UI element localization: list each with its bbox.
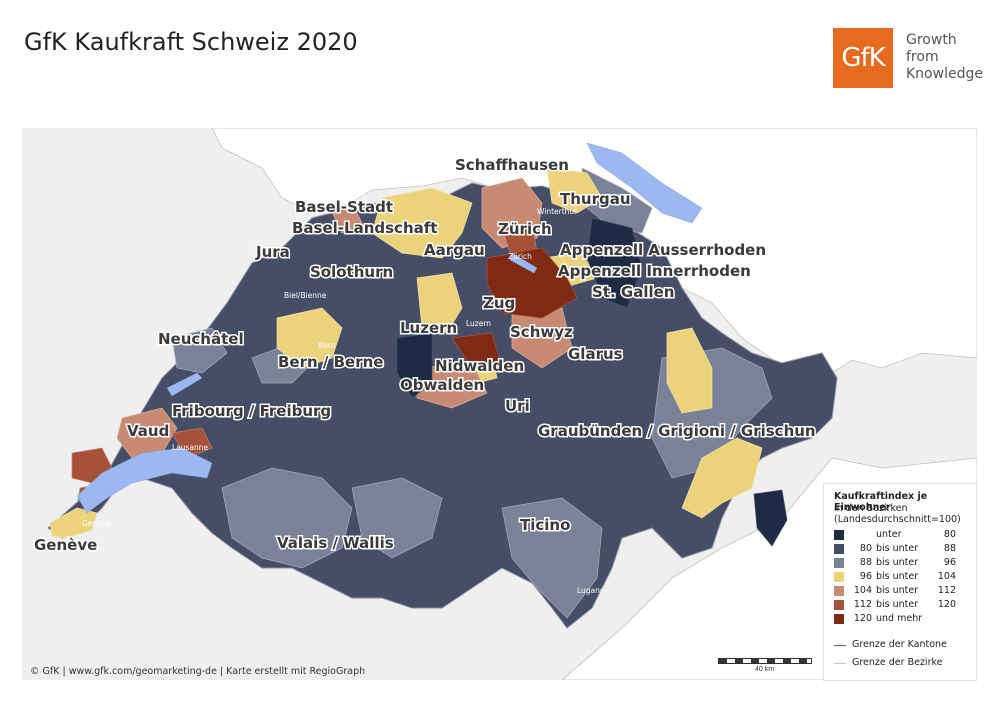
city-label: Basel bbox=[345, 189, 365, 198]
legend-swatch bbox=[834, 544, 844, 554]
legend-to: 104 bbox=[934, 571, 956, 582]
city-label: Luzern bbox=[466, 319, 491, 328]
canton-label: Ticino bbox=[520, 516, 570, 534]
canton-label: St. Gallen bbox=[592, 283, 674, 301]
canton-label: Aargau bbox=[424, 241, 485, 259]
city-label: Lugano bbox=[577, 586, 605, 595]
legend-from: 80 bbox=[850, 543, 872, 554]
legend-subtitle: in den Bezirken (Landesdurchschnitt=100) bbox=[834, 503, 961, 525]
city-label: Bern bbox=[318, 341, 336, 350]
canton-label: Zürich bbox=[498, 220, 552, 238]
city-label: Zürich bbox=[508, 252, 532, 261]
canton-label: Nidwalden bbox=[435, 357, 524, 375]
legend-connector: und mehr bbox=[876, 613, 922, 624]
canton-label: Zug bbox=[483, 294, 515, 312]
legend-subtitle-line: in den Bezirken bbox=[834, 503, 961, 514]
legend-swatch bbox=[834, 572, 844, 582]
canton-label: Vaud bbox=[127, 422, 169, 440]
legend-swatch bbox=[834, 558, 844, 568]
legend-subtitle-line: (Landesdurchschnitt=100) bbox=[834, 514, 961, 525]
city-label: Lausanne bbox=[172, 443, 209, 452]
legend: Kaufkraftindex je Einwohner in den Bezir… bbox=[823, 483, 977, 681]
canton-label: Bern / Berne bbox=[278, 353, 383, 371]
canton-label: Glarus bbox=[568, 345, 623, 363]
city-label: Winterthur bbox=[537, 207, 578, 216]
canton-label: Graubünden / Grigioni / Grischun bbox=[538, 422, 816, 440]
legend-class: 88 bis unter 96 bbox=[834, 557, 974, 570]
legend-swatch bbox=[834, 530, 844, 540]
legend-connector: bis unter bbox=[876, 557, 918, 568]
scale-bar bbox=[718, 658, 812, 664]
legend-boundary-label: Grenze der Kantone bbox=[852, 639, 947, 650]
legend-to: 96 bbox=[934, 557, 956, 568]
scale-label: 40 km bbox=[755, 666, 774, 673]
legend-connector: bis unter bbox=[876, 571, 918, 582]
canton-label: Basel-Stadt bbox=[295, 198, 393, 216]
city-label: Genève bbox=[82, 519, 111, 528]
canton-label: Appenzell Ausserrhoden bbox=[560, 241, 766, 259]
gfk-logo: GfK bbox=[833, 28, 893, 88]
legend-from: 112 bbox=[850, 599, 872, 610]
canton-label: Solothurn bbox=[310, 263, 393, 281]
city-label: Biel/Bienne bbox=[284, 291, 327, 300]
legend-boundary-label: Grenze der Bezirke bbox=[852, 657, 942, 668]
legend-connector: bis unter bbox=[876, 599, 918, 610]
legend-boundary: Grenze der Kantone bbox=[834, 639, 954, 652]
page-title: GfK Kaufkraft Schweiz 2020 bbox=[24, 28, 358, 56]
canton-label: Obwalden bbox=[400, 376, 484, 394]
canton-label: Neuchâtel bbox=[158, 330, 244, 348]
canton-label: Schaffhausen bbox=[455, 156, 569, 174]
legend-to: 120 bbox=[934, 599, 956, 610]
legend-from: 96 bbox=[850, 571, 872, 582]
canton-label: Uri bbox=[505, 397, 530, 415]
logo-tagline: Growth from Knowledge bbox=[906, 32, 983, 83]
canton-label: Valais / Wallis bbox=[277, 534, 394, 552]
canton-label: Thurgau bbox=[560, 190, 631, 208]
tagline-line: from bbox=[906, 49, 983, 66]
tagline-line: Growth bbox=[906, 32, 983, 49]
legend-from: 88 bbox=[850, 557, 872, 568]
logo-text: GfK bbox=[841, 43, 884, 73]
legend-class: 80 bis unter 88 bbox=[834, 543, 974, 556]
legend-to: 112 bbox=[934, 585, 956, 596]
legend-from: 120 bbox=[850, 613, 872, 624]
footer-credits: © GfK | www.gfk.com/geomarketing-de | Ka… bbox=[30, 666, 365, 677]
canton-boundary-line bbox=[834, 645, 846, 646]
legend-class: 104 bis unter 112 bbox=[834, 585, 974, 598]
legend-connector: bis unter bbox=[876, 585, 918, 596]
legend-to: 88 bbox=[934, 543, 956, 554]
canton-label: Schwyz bbox=[510, 323, 573, 341]
canton-label: Jura bbox=[255, 243, 290, 261]
legend-connector: bis unter bbox=[876, 543, 918, 554]
legend-swatch bbox=[834, 586, 844, 596]
legend-class: 96 bis unter 104 bbox=[834, 571, 974, 584]
district-boundary-line bbox=[834, 663, 846, 664]
canton-label: Luzern bbox=[400, 319, 457, 337]
legend-to: 80 bbox=[934, 529, 956, 540]
canton-label: Genève bbox=[34, 536, 97, 554]
legend-swatch bbox=[834, 614, 844, 624]
legend-class: unter 80 bbox=[834, 529, 974, 542]
legend-class: 120 und mehr bbox=[834, 613, 974, 626]
tagline-line: Knowledge bbox=[906, 66, 983, 83]
legend-class: 112 bis unter 120 bbox=[834, 599, 974, 612]
canton-label: Fribourg / Freiburg bbox=[172, 402, 331, 420]
legend-from: 104 bbox=[850, 585, 872, 596]
legend-swatch bbox=[834, 600, 844, 610]
canton-label: Appenzell Innerrhoden bbox=[558, 262, 751, 280]
legend-connector: unter bbox=[876, 529, 902, 540]
legend-boundary: Grenze der Bezirke bbox=[834, 657, 954, 670]
canton-label: Basel-Landschaft bbox=[292, 219, 437, 237]
city-label: St. Gallen bbox=[650, 229, 687, 238]
